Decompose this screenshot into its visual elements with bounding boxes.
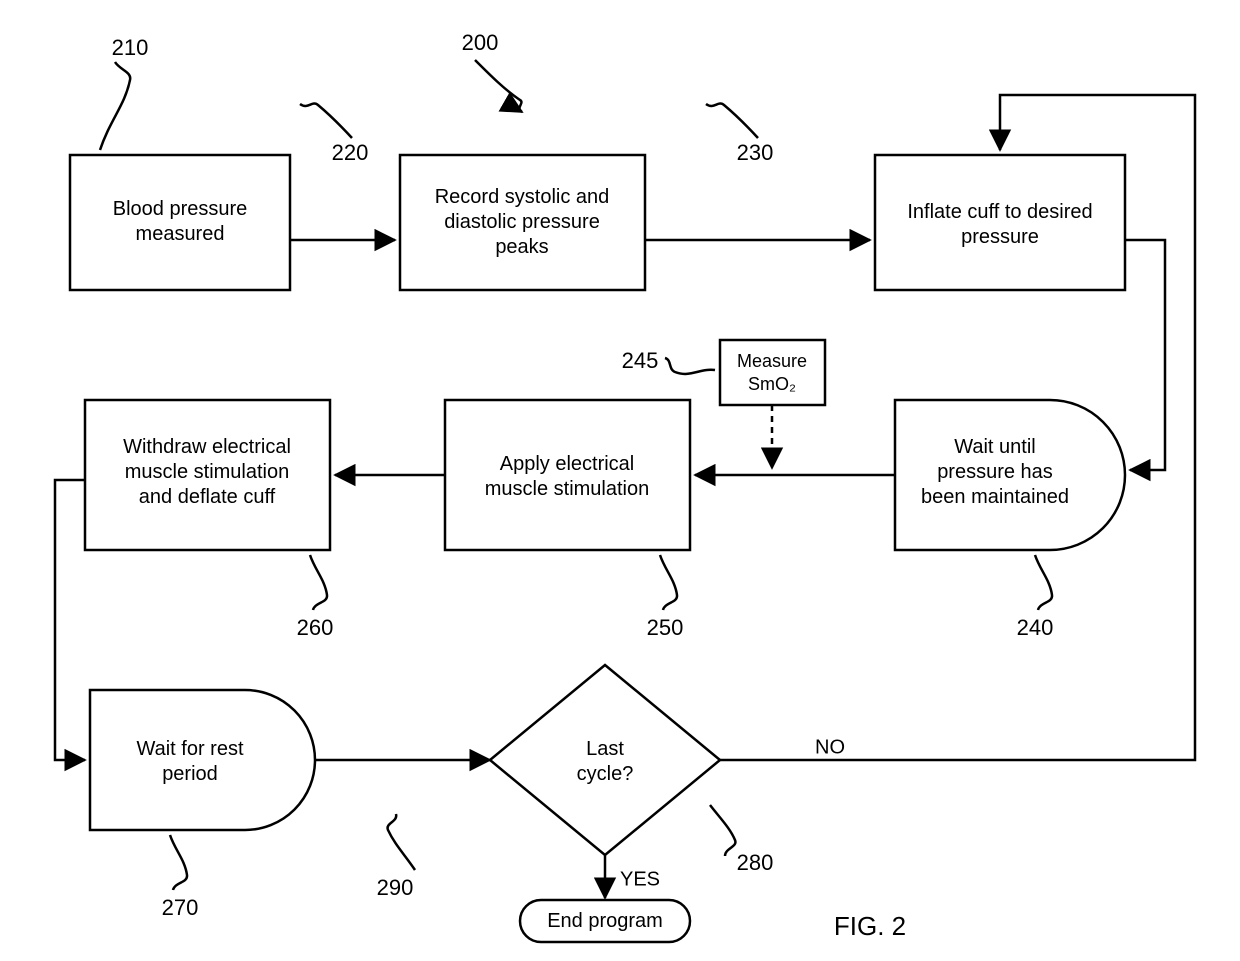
svg-text:Wait until: Wait until	[954, 436, 1036, 458]
svg-text:period: period	[162, 763, 218, 785]
ref-280-leader	[710, 805, 735, 856]
svg-text:been maintained: been maintained	[921, 486, 1069, 508]
svg-text:Wait for rest: Wait for rest	[136, 738, 243, 760]
node-245-line1: Measure	[737, 351, 807, 371]
ref-260-leader	[310, 555, 327, 610]
node-220-line3: peaks	[495, 236, 548, 258]
ref-250-leader	[660, 555, 677, 610]
svg-text:measured: measured	[136, 223, 225, 245]
ref-270-label: 270	[162, 895, 199, 920]
ref-210-leader	[100, 62, 130, 150]
ref-210-label: 210	[112, 35, 149, 60]
node-290-line1: End program	[547, 910, 663, 932]
ref-220-leader	[300, 104, 352, 138]
node-250: Apply electrical muscle stimulation	[445, 400, 690, 550]
node-270-line2: period	[162, 763, 218, 785]
node-210-line2: measured	[136, 223, 225, 245]
svg-text:pressure: pressure	[961, 226, 1039, 248]
ref-200-label: 200	[462, 30, 499, 55]
ref-280-label: 280	[737, 850, 774, 875]
node-290: End program	[520, 900, 690, 942]
svg-text:diastolic pressure: diastolic pressure	[444, 211, 600, 233]
edge-230-240	[1125, 240, 1165, 470]
edge-260-270	[55, 480, 85, 760]
ref-260-label: 260	[297, 615, 334, 640]
edge-no-label: NO	[815, 736, 845, 758]
figure-label: FIG. 2	[834, 911, 906, 941]
node-250-line1: Apply electrical	[500, 453, 635, 475]
ref-245-label: 245	[622, 348, 659, 373]
node-220-line2: diastolic pressure	[444, 211, 600, 233]
svg-text:Blood pressure: Blood pressure	[113, 198, 248, 220]
svg-text:SmO₂: SmO₂	[748, 374, 796, 394]
svg-text:muscle stimulation: muscle stimulation	[485, 478, 650, 500]
svg-text:pressure has: pressure has	[937, 461, 1053, 483]
node-220-line1: Record systolic and	[435, 186, 610, 208]
node-250-line2: muscle stimulation	[485, 478, 650, 500]
ref-230-leader	[706, 104, 758, 138]
svg-text:Measure: Measure	[737, 351, 807, 371]
node-240-line3: been maintained	[921, 486, 1069, 508]
node-260-line1: Withdraw electrical	[123, 436, 291, 458]
ref-290-label: 290	[377, 875, 414, 900]
ref-290-leader	[388, 814, 415, 870]
node-220: Record systolic and diastolic pressure p…	[400, 155, 645, 290]
svg-text:Withdraw electrical: Withdraw electrical	[123, 436, 291, 458]
node-230-line2: pressure	[961, 226, 1039, 248]
svg-text:Apply electrical: Apply electrical	[500, 453, 635, 475]
node-240-line1: Wait until	[954, 436, 1036, 458]
svg-text:muscle stimulation: muscle stimulation	[125, 461, 290, 483]
svg-text:cycle?: cycle?	[577, 763, 634, 785]
flowchart-canvas: Blood pressure measured 210 Record systo…	[0, 0, 1240, 961]
ref-250-label: 250	[647, 615, 684, 640]
edge-yes-label: YES	[620, 868, 660, 890]
node-210: Blood pressure measured	[70, 155, 290, 290]
svg-text:End program: End program	[547, 910, 663, 932]
node-230: Inflate cuff to desired pressure	[875, 155, 1125, 290]
node-280-line2: cycle?	[577, 763, 634, 785]
node-210-line1: Blood pressure	[113, 198, 248, 220]
ref-230-label: 230	[737, 140, 774, 165]
node-260-line2: muscle stimulation	[125, 461, 290, 483]
node-260: Withdraw electrical muscle stimulation a…	[85, 400, 330, 550]
node-245-line2: SmO₂	[748, 374, 796, 394]
ref-220-label: 220	[332, 140, 369, 165]
node-240: Wait until pressure has been maintained	[895, 400, 1125, 550]
node-245: Measure SmO₂	[720, 340, 825, 405]
ref-200-leader	[475, 60, 522, 112]
svg-text:and deflate cuff: and deflate cuff	[139, 486, 276, 508]
svg-text:Last: Last	[586, 738, 624, 760]
ref-240-label: 240	[1017, 615, 1054, 640]
ref-270-leader	[170, 835, 187, 890]
node-230-line1: Inflate cuff to desired	[907, 201, 1092, 223]
svg-text:Record systolic and: Record systolic and	[435, 186, 610, 208]
node-270-line1: Wait for rest	[136, 738, 243, 760]
ref-240-leader	[1035, 555, 1052, 610]
node-280-line1: Last	[586, 738, 624, 760]
svg-text:peaks: peaks	[495, 236, 548, 258]
node-280: Last cycle?	[490, 665, 720, 855]
node-240-line2: pressure has	[937, 461, 1053, 483]
ref-245-leader	[665, 358, 715, 374]
node-270: Wait for rest period	[90, 690, 315, 830]
node-260-line3: and deflate cuff	[139, 486, 276, 508]
svg-text:Inflate cuff to desired: Inflate cuff to desired	[907, 201, 1092, 223]
